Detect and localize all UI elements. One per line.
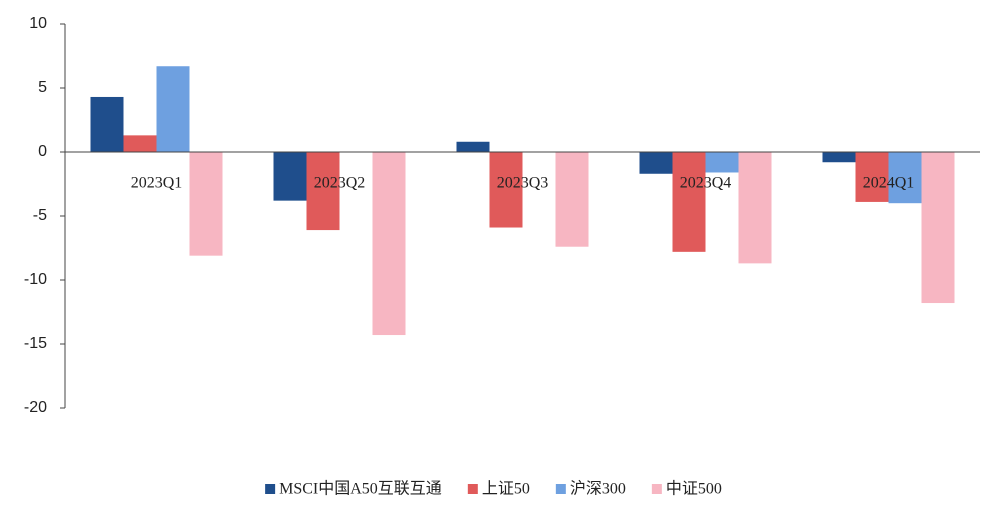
y-tick-label: -5 <box>33 207 47 224</box>
bar <box>123 135 157 152</box>
bar <box>822 152 856 163</box>
y-tick-label: -10 <box>24 271 47 288</box>
bar <box>306 152 340 231</box>
y-tick-label: -20 <box>24 399 47 416</box>
bar <box>90 96 124 152</box>
x-tick-label: 2023Q3 <box>497 175 549 192</box>
bar <box>855 152 889 202</box>
bar <box>738 152 772 264</box>
x-tick-label: 2024Q1 <box>863 175 915 192</box>
bar <box>189 152 223 256</box>
bar <box>372 152 406 336</box>
legend-swatch <box>651 484 662 494</box>
bar <box>156 66 190 152</box>
legend-swatch <box>555 484 566 494</box>
bar <box>921 152 955 304</box>
bar <box>555 152 589 247</box>
y-tick-label: 5 <box>38 79 47 96</box>
x-tick-label: 2023Q1 <box>131 175 183 192</box>
legend-label: 中证500 <box>666 480 722 498</box>
legend-swatch <box>265 484 276 494</box>
bar <box>489 152 523 228</box>
y-tick-label: -15 <box>24 335 47 352</box>
legend-label: 上证50 <box>482 480 530 498</box>
bar <box>273 152 307 201</box>
legend-label: 沪深300 <box>570 480 626 498</box>
x-tick-label: 2023Q4 <box>680 175 732 192</box>
y-tick-label: 10 <box>29 15 47 32</box>
bar <box>888 152 922 204</box>
legend-swatch <box>467 484 478 494</box>
y-tick-label: 0 <box>38 143 47 160</box>
bar <box>672 152 706 252</box>
x-tick-label: 2023Q2 <box>314 175 366 192</box>
bar <box>705 152 739 173</box>
legend-label: MSCI中国A50互联互通 <box>279 480 442 498</box>
bar <box>639 152 673 174</box>
bar <box>456 141 490 152</box>
